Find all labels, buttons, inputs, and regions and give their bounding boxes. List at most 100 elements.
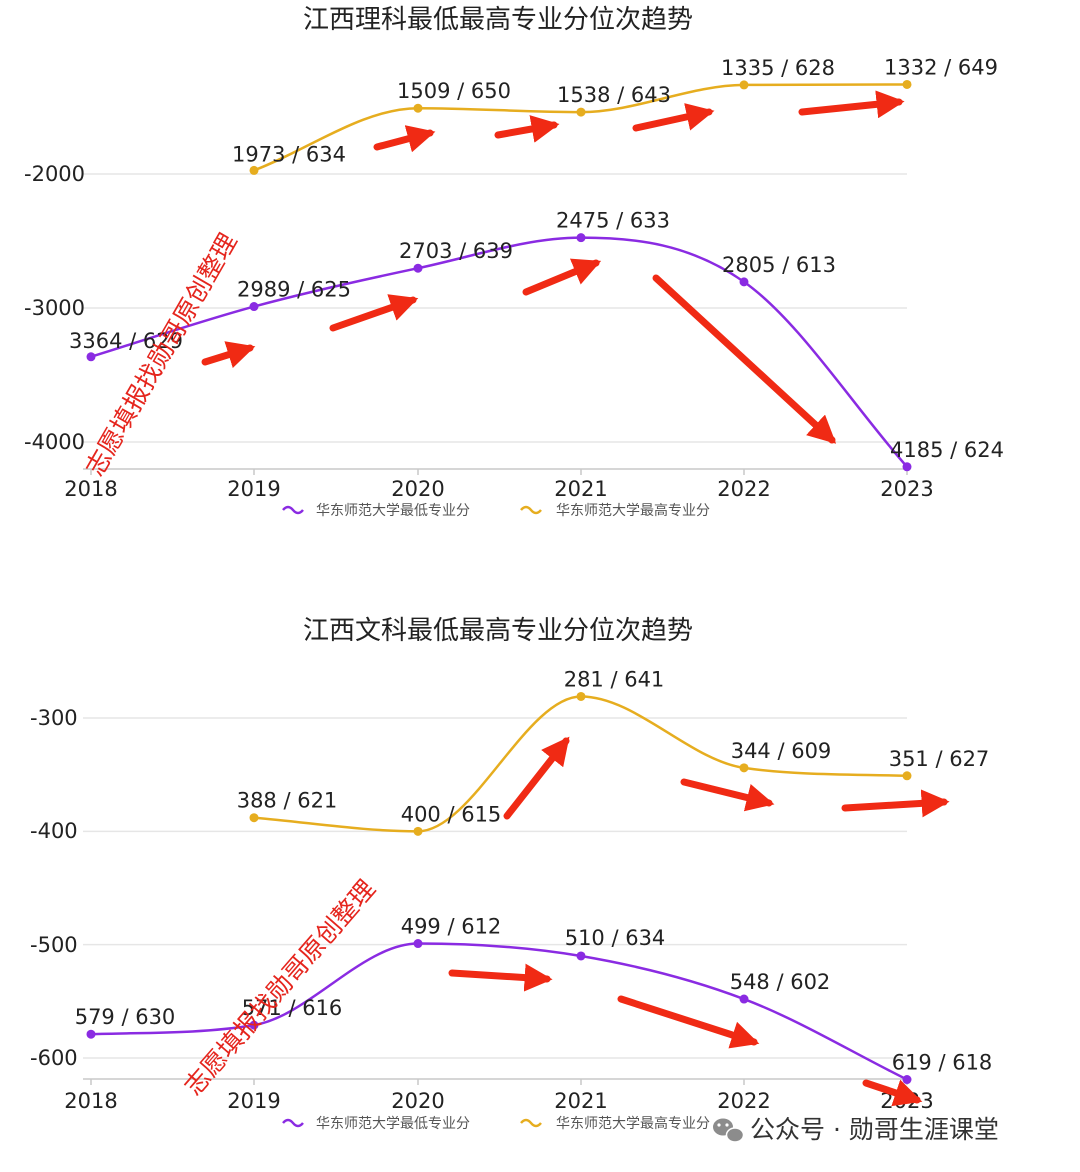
data-label: 1335 / 628 — [721, 56, 835, 80]
data-point — [413, 939, 423, 949]
legend: 华东师范大学最低专业分 华东师范大学最高专业分 — [282, 1115, 710, 1132]
data-label: 1509 / 650 — [397, 79, 511, 103]
footer-text: 公众号 · 勋哥生涯课堂 — [750, 1115, 999, 1144]
data-label: 1973 / 634 — [232, 142, 346, 166]
y-tick-label: -600 — [30, 1046, 78, 1070]
y-tick-label: -300 — [30, 706, 78, 730]
data-label: 388 / 621 — [237, 789, 338, 813]
data-point — [576, 691, 586, 701]
x-tick-label: 2021 — [554, 1089, 607, 1113]
legend-label: 华东师范大学最高专业分 — [556, 1115, 710, 1132]
data-point — [413, 103, 423, 113]
data-point — [576, 951, 586, 961]
series-line — [253, 695, 908, 833]
trend-arrow — [522, 258, 602, 296]
data-label: 344 / 609 — [731, 739, 832, 763]
legend-swatch — [282, 505, 304, 515]
data-label: 400 / 615 — [401, 802, 502, 826]
legend-swatch — [520, 1118, 542, 1128]
data-point — [902, 462, 912, 472]
data-point — [249, 302, 259, 312]
y-tick-label: -4000 — [24, 430, 85, 454]
data-point — [902, 79, 912, 89]
data-label: 3364 / 629 — [69, 329, 183, 353]
trend-arrow — [503, 736, 570, 820]
data-label: 579 / 630 — [75, 1005, 176, 1029]
data-point — [739, 80, 749, 90]
data-label: 281 / 641 — [564, 667, 665, 691]
data-point — [902, 1075, 912, 1085]
data-point — [739, 763, 749, 773]
data-point — [249, 1020, 259, 1030]
watermark-text: 志愿填报找勋哥原创整理 — [179, 874, 381, 1101]
trend-arrow — [798, 90, 905, 119]
data-point — [413, 263, 423, 273]
data-label: 2475 / 633 — [556, 209, 670, 233]
y-tick-label: -3000 — [24, 296, 85, 320]
chart-science: 江西理科最低最高专业分位次趋势 -2000 -3000 -4000 2018 2… — [24, 5, 1004, 519]
series-line — [90, 236, 908, 468]
data-point — [576, 233, 586, 243]
chart-title: 江西文科最低最高专业分位次趋势 — [303, 616, 693, 646]
data-label: 1332 / 649 — [884, 55, 998, 79]
legend-label: 华东师范大学最低专业分 — [316, 502, 470, 519]
y-tick-label: -400 — [30, 819, 78, 843]
x-tick-label: 2018 — [64, 477, 117, 501]
x-tick-label: 2023 — [880, 477, 933, 501]
x-tick-label: 2020 — [391, 1089, 444, 1113]
x-tick-label: 2022 — [717, 477, 770, 501]
data-label: 351 / 627 — [889, 747, 990, 771]
trend-arrow — [617, 995, 760, 1049]
x-tick-label: 2022 — [717, 1089, 770, 1113]
trend-arrow — [373, 125, 436, 153]
data-label: 2805 / 613 — [722, 253, 836, 277]
wechat-icon — [713, 1118, 745, 1143]
x-tick-label: 2021 — [554, 477, 607, 501]
trend-arrow — [841, 789, 950, 818]
trend-arrows — [201, 90, 905, 444]
chart-title: 江西理科最低最高专业分位次趋势 — [303, 5, 693, 35]
x-tick-label: 2019 — [227, 477, 280, 501]
data-point — [86, 1029, 96, 1039]
footer: 公众号 · 勋哥生涯课堂 — [713, 1115, 999, 1144]
data-point — [739, 994, 749, 1004]
data-point — [86, 352, 96, 362]
trend-arrow — [862, 1079, 923, 1107]
data-point — [739, 277, 749, 287]
trend-arrow — [201, 341, 256, 369]
trend-arrow — [494, 115, 560, 143]
legend-label: 华东师范大学最低专业分 — [316, 1115, 470, 1132]
trend-arrow — [448, 963, 553, 992]
data-point — [249, 165, 259, 175]
data-point — [249, 813, 259, 823]
x-tick-label: 2020 — [391, 477, 444, 501]
x-tick-label: 2019 — [227, 1089, 280, 1113]
data-label: 619 / 618 — [892, 1051, 993, 1075]
data-point — [902, 771, 912, 781]
data-point — [576, 107, 586, 117]
trend-arrows — [448, 736, 950, 1107]
data-label: 4185 / 624 — [890, 438, 1004, 462]
data-label: 510 / 634 — [565, 926, 666, 950]
chart-liberal-arts: 江西文科最低最高专业分位次趋势 -300 -400 -500 -600 2018… — [30, 616, 992, 1132]
legend-label: 华东师范大学最高专业分 — [556, 502, 710, 519]
data-point — [413, 826, 423, 836]
series-line — [90, 942, 908, 1081]
y-tick-label: -500 — [30, 933, 78, 957]
legend-swatch — [520, 505, 542, 515]
trend-arrow — [632, 103, 715, 132]
legend: 华东师范大学最低专业分 华东师范大学最高专业分 — [282, 502, 710, 519]
legend-swatch — [282, 1118, 304, 1128]
trend-arrow — [329, 294, 419, 332]
trend-arrow — [680, 778, 775, 812]
x-tick-label: 2018 — [64, 1089, 117, 1113]
data-label: 1538 / 643 — [557, 83, 671, 107]
data-label: 548 / 602 — [730, 970, 831, 994]
data-label: 2989 / 625 — [237, 278, 351, 302]
trend-arrow — [652, 274, 837, 444]
y-tick-label: -2000 — [24, 162, 85, 186]
data-label: 2703 / 639 — [399, 239, 513, 263]
data-label: 571 / 616 — [242, 996, 343, 1020]
data-label: 499 / 612 — [401, 915, 502, 939]
